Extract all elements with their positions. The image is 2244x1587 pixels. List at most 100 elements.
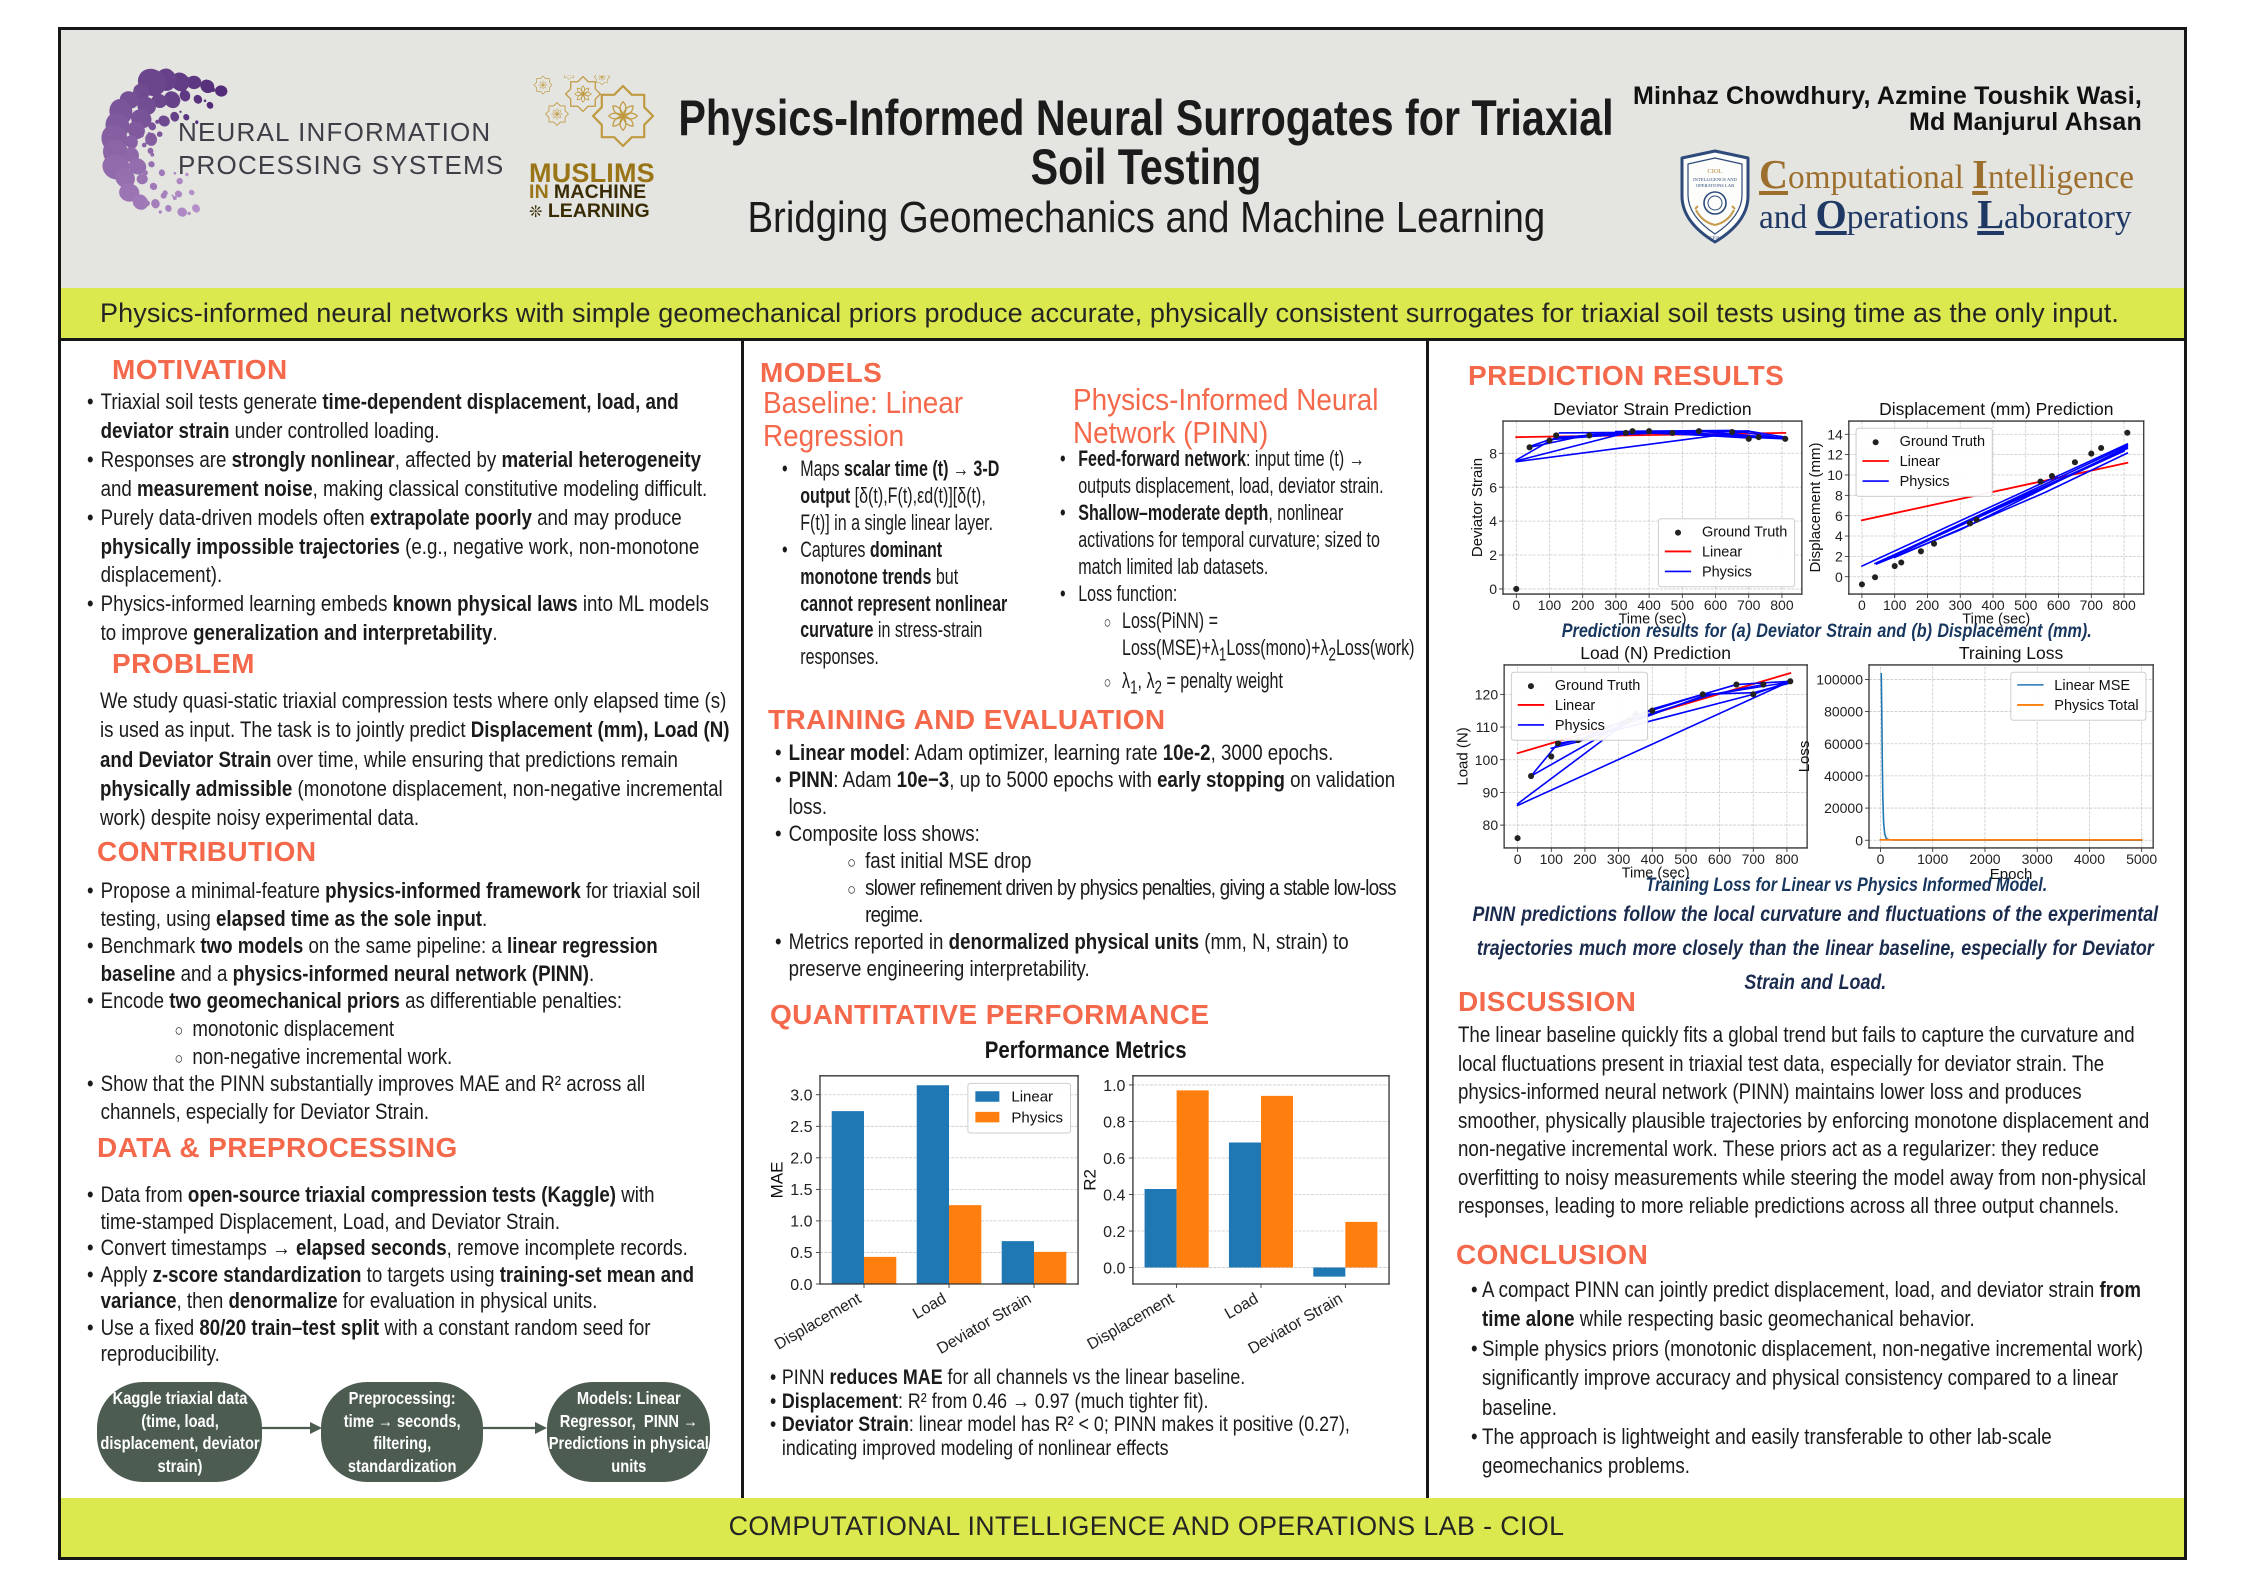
svg-text:1.5: 1.5 — [790, 1182, 812, 1199]
svg-text:600: 600 — [1708, 851, 1732, 867]
svg-text:700: 700 — [2080, 597, 2104, 613]
svg-text:500: 500 — [1671, 597, 1695, 613]
svg-text:1.0: 1.0 — [790, 1214, 812, 1231]
svg-text:800: 800 — [2112, 597, 2136, 613]
svg-text:0.5: 0.5 — [790, 1245, 812, 1262]
svg-text:3000: 3000 — [2022, 851, 2053, 867]
svg-text:2: 2 — [1489, 547, 1497, 563]
svg-text:80000: 80000 — [1824, 704, 1863, 720]
svg-text:4: 4 — [1489, 513, 1497, 529]
svg-text:Linear MSE: Linear MSE — [2054, 678, 2130, 694]
svg-text:CIOL: CIOL — [1710, 235, 1721, 240]
svg-text:INTELLIGENCE AND: INTELLIGENCE AND — [1693, 177, 1737, 182]
svg-text:Load (N): Load (N) — [1455, 727, 1472, 785]
svg-text:600: 600 — [2047, 597, 2071, 613]
svg-text:Deviator Strain: Deviator Strain — [1469, 458, 1486, 557]
svg-text:Loss: Loss — [1796, 741, 1813, 773]
svg-text:100000: 100000 — [1816, 671, 1863, 687]
svg-text:20000: 20000 — [1824, 800, 1863, 816]
svg-text:0: 0 — [1512, 597, 1520, 613]
svg-text:Time (sec): Time (sec) — [1618, 612, 1686, 628]
svg-text:0: 0 — [1514, 851, 1522, 867]
svg-text:800: 800 — [1775, 851, 1799, 867]
svg-text:Deviator Strain: Deviator Strain — [1246, 1290, 1346, 1358]
svg-text:Load (N) Prediction: Load (N) Prediction — [1580, 645, 1731, 663]
svg-text:60000: 60000 — [1824, 736, 1863, 752]
svg-text:200: 200 — [1571, 597, 1595, 613]
svg-text:700: 700 — [1737, 597, 1761, 613]
svg-text:Ground Truth: Ground Truth — [1555, 678, 1640, 694]
svg-text:Ground Truth: Ground Truth — [1900, 434, 1985, 450]
svg-text:Linear: Linear — [1702, 544, 1742, 560]
svg-text:0: 0 — [1877, 851, 1885, 867]
svg-text:0.0: 0.0 — [1103, 1260, 1125, 1277]
svg-text:4000: 4000 — [2074, 851, 2105, 867]
svg-text:800: 800 — [1770, 597, 1794, 613]
svg-text:0: 0 — [1489, 581, 1497, 597]
svg-text:120: 120 — [1475, 686, 1499, 702]
svg-text:100: 100 — [1540, 851, 1564, 867]
svg-text:Physics: Physics — [1011, 1109, 1063, 1126]
svg-text:OPERATIONS LAB: OPERATIONS LAB — [1696, 183, 1734, 188]
svg-text:Deviator Strain: Deviator Strain — [934, 1290, 1034, 1358]
svg-text:0.2: 0.2 — [1103, 1224, 1125, 1241]
svg-text:MAE: MAE — [768, 1161, 787, 1198]
svg-text:Physics: Physics — [1702, 565, 1752, 581]
svg-text:Physics: Physics — [1555, 718, 1605, 734]
svg-text:Physics: Physics — [1900, 474, 1950, 490]
svg-text:0: 0 — [1858, 597, 1866, 613]
svg-text:0: 0 — [1835, 569, 1843, 585]
svg-text:0.4: 0.4 — [1103, 1187, 1125, 1204]
svg-text:40000: 40000 — [1824, 768, 1863, 784]
svg-text:2: 2 — [1835, 548, 1843, 564]
svg-text:100: 100 — [1538, 597, 1562, 613]
svg-text:Ground Truth: Ground Truth — [1702, 524, 1787, 540]
svg-text:0.6: 0.6 — [1103, 1151, 1125, 1168]
svg-text:Time (sec): Time (sec) — [1962, 612, 2030, 628]
svg-text:6: 6 — [1489, 479, 1497, 495]
svg-text:110: 110 — [1476, 719, 1499, 735]
svg-text:Displacement (mm) Prediction: Displacement (mm) Prediction — [1879, 399, 2113, 419]
svg-text:Displacement: Displacement — [772, 1290, 865, 1353]
svg-text:0.0: 0.0 — [790, 1277, 812, 1294]
svg-text:Load: Load — [1222, 1290, 1261, 1323]
svg-text:100: 100 — [1883, 597, 1907, 613]
svg-text:Physics Total: Physics Total — [2054, 698, 2138, 714]
svg-text:6: 6 — [1835, 508, 1843, 524]
svg-text:Linear: Linear — [1011, 1089, 1053, 1106]
svg-text:5000: 5000 — [2126, 851, 2157, 867]
svg-text:0: 0 — [1855, 832, 1863, 848]
svg-text:8: 8 — [1835, 487, 1843, 503]
svg-text:400: 400 — [1637, 597, 1661, 613]
svg-text:400: 400 — [1981, 597, 2005, 613]
svg-text:1.0: 1.0 — [1103, 1078, 1125, 1095]
svg-text:300: 300 — [1607, 851, 1631, 867]
svg-text:4: 4 — [1835, 528, 1843, 544]
svg-text:12: 12 — [1827, 447, 1843, 463]
svg-text:200: 200 — [1573, 851, 1597, 867]
svg-text:500: 500 — [2014, 597, 2038, 613]
svg-text:Epoch: Epoch — [1990, 866, 2033, 881]
svg-text:2000: 2000 — [1969, 851, 2000, 867]
svg-text:300: 300 — [1604, 597, 1628, 613]
svg-text:Displacement (mm): Displacement (mm) — [1807, 443, 1824, 573]
svg-text:0.8: 0.8 — [1103, 1114, 1125, 1131]
svg-text:300: 300 — [1949, 597, 1973, 613]
svg-text:8: 8 — [1489, 445, 1497, 461]
svg-text:500: 500 — [1674, 851, 1698, 867]
svg-text:80: 80 — [1483, 817, 1499, 833]
svg-text:600: 600 — [1704, 597, 1728, 613]
svg-text:Linear: Linear — [1900, 454, 1940, 470]
svg-text:700: 700 — [1742, 851, 1766, 867]
svg-text:100: 100 — [1475, 752, 1499, 768]
svg-text:Linear: Linear — [1555, 698, 1595, 714]
svg-text:Displacement: Displacement — [1085, 1290, 1178, 1353]
svg-text:1000: 1000 — [1917, 851, 1948, 867]
svg-text:CIOL: CIOL — [1707, 168, 1722, 175]
svg-text:R2: R2 — [1081, 1169, 1100, 1191]
svg-text:400: 400 — [1641, 851, 1665, 867]
svg-text:Training Loss: Training Loss — [1959, 645, 2064, 663]
svg-text:14: 14 — [1827, 426, 1843, 442]
svg-text:Time (sec): Time (sec) — [1622, 866, 1690, 881]
svg-text:2.0: 2.0 — [790, 1151, 812, 1168]
